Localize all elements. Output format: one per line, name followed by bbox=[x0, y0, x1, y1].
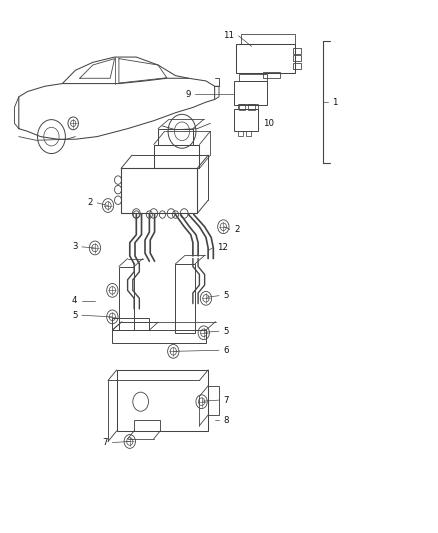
Bar bbox=[293, 48, 301, 54]
Text: 9: 9 bbox=[185, 90, 191, 99]
Bar bbox=[113, 318, 149, 330]
Text: 3: 3 bbox=[72, 243, 78, 252]
Bar bbox=[237, 44, 295, 73]
Text: 5: 5 bbox=[223, 291, 229, 300]
Text: 7: 7 bbox=[223, 395, 229, 405]
Bar bbox=[248, 104, 254, 110]
Text: 4: 4 bbox=[72, 296, 78, 305]
Bar bbox=[293, 55, 301, 61]
Bar bbox=[238, 104, 258, 109]
Bar bbox=[119, 266, 134, 330]
Bar bbox=[134, 420, 160, 431]
Bar bbox=[117, 370, 208, 431]
Bar bbox=[176, 264, 195, 333]
Text: 11: 11 bbox=[223, 31, 234, 41]
Bar bbox=[241, 34, 295, 44]
Bar bbox=[154, 144, 199, 168]
Bar bbox=[158, 128, 193, 144]
Text: 1: 1 bbox=[332, 98, 338, 107]
Bar bbox=[234, 81, 267, 105]
Text: 7: 7 bbox=[102, 438, 108, 447]
Bar bbox=[239, 74, 267, 81]
Text: 2: 2 bbox=[87, 198, 93, 207]
Bar bbox=[208, 386, 219, 415]
Bar bbox=[238, 131, 244, 136]
Text: 2: 2 bbox=[234, 225, 240, 234]
Text: 5: 5 bbox=[72, 311, 78, 320]
Text: 10: 10 bbox=[262, 119, 273, 128]
Bar bbox=[246, 131, 251, 136]
Text: 5: 5 bbox=[223, 327, 229, 336]
Text: 6: 6 bbox=[223, 346, 229, 355]
Bar bbox=[239, 104, 245, 110]
Text: 8: 8 bbox=[223, 416, 229, 425]
Bar bbox=[262, 72, 280, 78]
Bar bbox=[113, 330, 206, 343]
Bar bbox=[293, 63, 301, 69]
Bar bbox=[234, 109, 258, 131]
Bar bbox=[121, 168, 197, 214]
Text: 12: 12 bbox=[217, 244, 228, 253]
